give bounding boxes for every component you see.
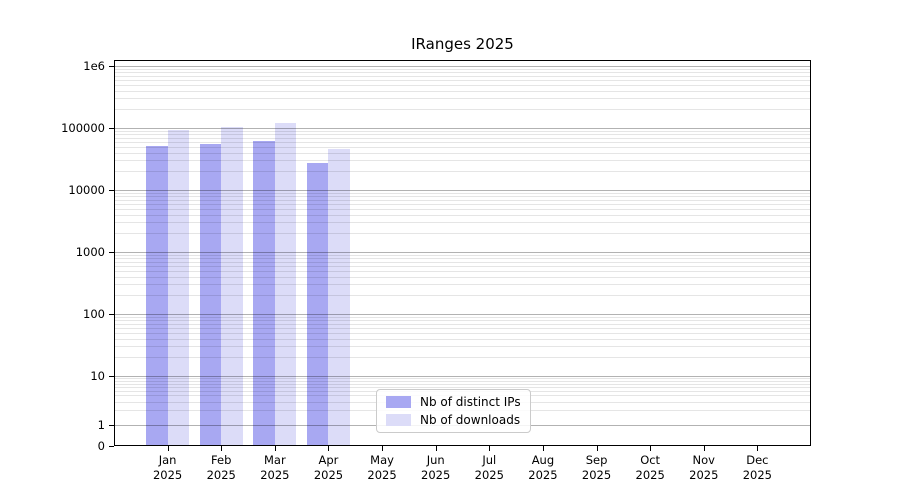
legend-label-downloads: Nb of downloads [420, 413, 521, 427]
x-tick-mark [703, 446, 705, 451]
y-tick-label: 1 [97, 418, 105, 432]
x-tick-year: 2025 [152, 468, 183, 482]
y-tick-mark [109, 252, 114, 253]
bar-nb-of-distinct-ips-apr [307, 163, 329, 446]
x-tick-month: Jun [426, 453, 445, 467]
x-tick-year: 2025 [474, 468, 504, 482]
x-tick-month: Jul [482, 453, 497, 467]
x-tick-year: 2025 [367, 468, 397, 482]
x-tick-mark [542, 446, 544, 451]
y-tick-label: 10 [90, 369, 105, 383]
x-tick-mark [596, 446, 598, 451]
x-tick-mark [489, 446, 491, 451]
x-tick-month: Mar [263, 453, 286, 467]
x-tick-month: Jan [158, 453, 177, 467]
x-tick-label: Sep 2025 [565, 453, 629, 483]
x-tick-mark [167, 446, 169, 451]
x-tick-year: 2025 [689, 468, 719, 482]
bar-nb-of-distinct-ips-mar [253, 140, 275, 446]
y-tick-label: 10000 [68, 183, 105, 197]
x-tick-mark [757, 446, 759, 451]
x-tick-month: Dec [746, 453, 769, 467]
legend-item-distinct-ips: Nb of distinct IPs [386, 395, 521, 409]
legend-swatch-downloads [386, 414, 411, 426]
y-tick-label: 100000 [61, 121, 105, 135]
x-tick-mark [435, 446, 437, 451]
bar-nb-of-downloads-feb [221, 127, 243, 446]
x-tick-year: 2025 [206, 468, 236, 482]
y-tick-mark [109, 425, 114, 426]
x-tick-mark [382, 446, 384, 451]
x-tick-month: Sep [585, 453, 608, 467]
y-tick-label: 0 [97, 439, 105, 453]
x-tick-month: May [370, 453, 394, 467]
x-tick-year: 2025 [742, 468, 773, 482]
x-tick-label: May 2025 [350, 453, 414, 483]
x-tick-label: Mar 2025 [243, 453, 307, 483]
x-tick-label: Jun 2025 [404, 453, 468, 483]
x-tick-mark [274, 446, 276, 451]
x-tick-year: 2025 [313, 468, 344, 482]
x-tick-year: 2025 [635, 468, 665, 482]
y-tick-mark [109, 128, 114, 129]
bar-nb-of-downloads-mar [274, 122, 297, 446]
x-tick-mark [221, 446, 223, 451]
legend: Nb of distinct IPs Nb of downloads [376, 389, 531, 433]
y-tick-mark [109, 66, 114, 67]
legend-item-downloads: Nb of downloads [386, 413, 521, 427]
x-tick-year: 2025 [581, 468, 612, 482]
y-tick-label: 1000 [75, 245, 105, 259]
x-tick-year: 2025 [528, 468, 558, 482]
bar-nb-of-downloads-apr [328, 148, 350, 446]
y-tick-mark [109, 446, 114, 447]
plot-area: Nb of distinct IPs Nb of downloads [114, 60, 811, 446]
x-tick-month: Nov [692, 453, 715, 467]
legend-swatch-distinct-ips [386, 396, 411, 408]
y-tick-mark [109, 190, 114, 191]
x-tick-year: 2025 [260, 468, 290, 482]
y-tick-label: 100 [83, 307, 105, 321]
x-tick-mark [650, 446, 652, 451]
legend-label-distinct-ips: Nb of distinct IPs [420, 395, 521, 409]
chart-title: IRanges 2025 [411, 35, 514, 53]
x-tick-label: Jan 2025 [136, 453, 200, 483]
bar-nb-of-distinct-ips-jan [146, 145, 168, 446]
x-tick-month: Aug [531, 453, 555, 467]
y-tick-mark [109, 376, 114, 377]
x-tick-label: Feb 2025 [189, 453, 253, 483]
x-tick-month: Oct [640, 453, 661, 467]
bar-nb-of-downloads-jan [167, 130, 190, 446]
x-tick-mark [328, 446, 330, 451]
x-tick-label: Dec 2025 [725, 453, 789, 483]
x-tick-label: Aug 2025 [511, 453, 575, 483]
x-tick-year: 2025 [421, 468, 451, 482]
bars-layer [114, 60, 811, 446]
x-tick-month: Feb [211, 453, 232, 467]
x-tick-month: Apr [318, 453, 339, 467]
y-tick-mark [109, 314, 114, 315]
y-tick-label: 1e6 [83, 59, 105, 73]
bar-nb-of-distinct-ips-feb [199, 144, 222, 446]
x-tick-label: Apr 2025 [296, 453, 360, 483]
x-tick-label: Jul 2025 [457, 453, 521, 483]
x-tick-label: Nov 2025 [672, 453, 736, 483]
x-tick-label: Oct 2025 [618, 453, 682, 483]
